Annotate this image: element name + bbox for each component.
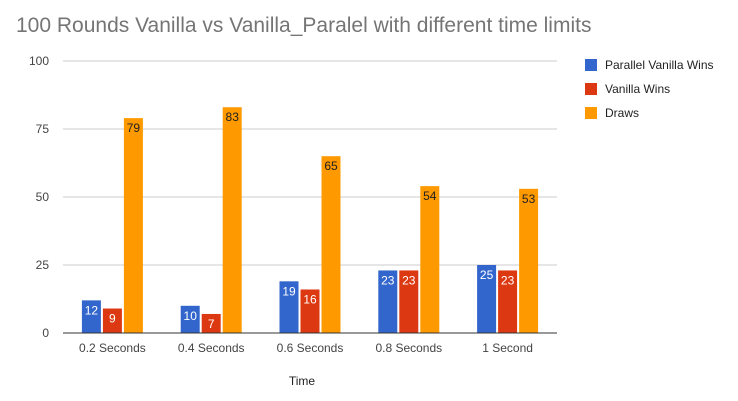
- data-label: 12: [85, 303, 99, 317]
- x-tick-label: 0.2 Seconds: [79, 341, 146, 355]
- data-label: 54: [423, 189, 437, 203]
- legend-item: Parallel Vanilla Wins: [585, 53, 714, 77]
- bar: [321, 156, 341, 333]
- y-tick-label: 0: [42, 326, 49, 340]
- legend-label: Draws: [605, 106, 640, 120]
- legend-item: Vanilla Wins: [585, 77, 714, 101]
- y-tick-label: 25: [36, 258, 50, 272]
- x-axis-title: Time: [289, 374, 316, 388]
- legend: Parallel Vanilla Wins Vanilla Wins Draws: [585, 53, 714, 125]
- bar: [519, 188, 539, 333]
- data-label: 53: [522, 192, 536, 206]
- legend-label: Vanilla Wins: [605, 82, 671, 96]
- bar: [180, 305, 200, 333]
- bar: [102, 308, 122, 333]
- data-label: 79: [127, 121, 141, 135]
- y-tick-label: 100: [29, 54, 49, 68]
- bars: [81, 107, 539, 334]
- data-label: 10: [184, 309, 198, 323]
- bar: [498, 270, 518, 333]
- bar: [279, 281, 299, 333]
- data-label: 23: [402, 273, 416, 287]
- legend-label: Parallel Vanilla Wins: [605, 58, 714, 72]
- bar: [81, 300, 101, 333]
- y-tick-label: 75: [36, 122, 50, 136]
- legend-swatch: [585, 59, 597, 71]
- x-tick-label: 0.8 Seconds: [375, 341, 442, 355]
- x-tick-label: 0.6 Seconds: [277, 341, 344, 355]
- legend-swatch: [585, 83, 597, 95]
- bar: [399, 270, 419, 333]
- legend-item: Draws: [585, 101, 714, 125]
- x-tick-label: 0.4 Seconds: [178, 341, 245, 355]
- data-label: 83: [226, 110, 240, 124]
- data-label: 16: [303, 292, 317, 306]
- bar: [123, 118, 143, 334]
- x-tick-label: 1 Second: [482, 341, 533, 355]
- data-labels: 12 9 79 10 7 83 19 16 65 23 23 54 25 23 53: [85, 110, 536, 331]
- bar: [420, 186, 440, 333]
- legend-swatch: [585, 107, 597, 119]
- data-label: 25: [480, 268, 494, 282]
- bar: [300, 289, 320, 333]
- chart-title: 100 Rounds Vanilla vs Vanilla_Paralel wi…: [16, 14, 592, 37]
- data-label: 19: [282, 284, 296, 298]
- bar: [222, 107, 242, 334]
- gridlines: [63, 60, 557, 266]
- data-label: 23: [501, 273, 515, 287]
- data-label: 7: [208, 317, 215, 331]
- data-label: 23: [381, 273, 395, 287]
- bar: [201, 313, 221, 333]
- y-tick-label: 50: [36, 190, 50, 204]
- axes: 0 25 50 75 100 0.2 Seconds 0.4 Seconds 0.6 Seco…: [29, 54, 557, 355]
- bar: [477, 265, 497, 333]
- data-label: 9: [109, 312, 116, 326]
- data-label: 65: [324, 159, 338, 173]
- bar: [378, 270, 398, 333]
